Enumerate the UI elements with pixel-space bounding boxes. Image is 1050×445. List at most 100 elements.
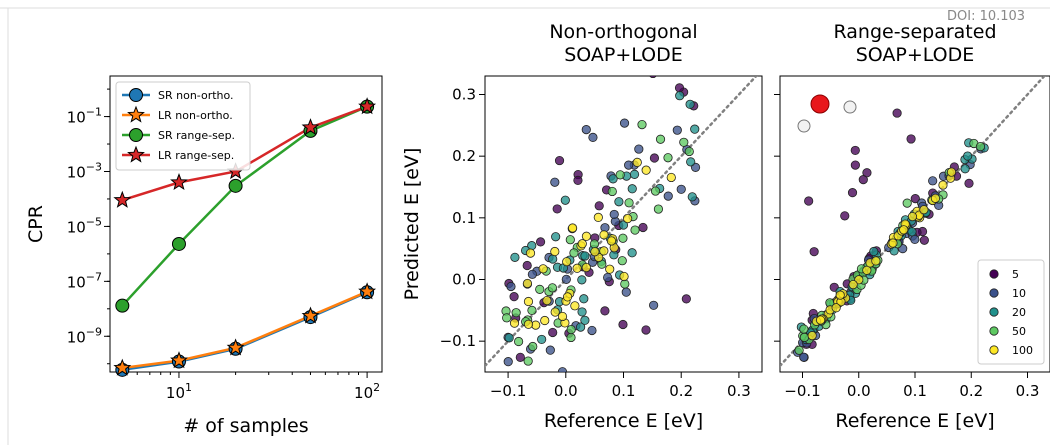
scatter-point xyxy=(579,294,589,304)
scatter-point xyxy=(577,307,587,317)
scatter-point xyxy=(619,271,629,282)
scatter-point xyxy=(513,47,521,55)
scatter-point xyxy=(888,238,898,248)
points-group xyxy=(780,48,1046,368)
x-tick-label: −0.1 xyxy=(490,382,526,400)
scatter-point xyxy=(562,292,573,302)
legend-label: LR non-ortho. xyxy=(158,109,233,122)
data-point xyxy=(228,178,243,193)
scatter-point xyxy=(514,336,524,347)
scatter-point xyxy=(804,196,814,206)
x-tick-label: 0.3 xyxy=(1016,382,1040,400)
scatter-point xyxy=(550,307,560,317)
scatter-point xyxy=(565,235,575,245)
scatter-point xyxy=(562,257,572,267)
scatter-point xyxy=(547,283,558,293)
legend-marker xyxy=(989,269,999,279)
scatter-point xyxy=(619,118,630,128)
scatter-point xyxy=(505,428,513,436)
scatter-point xyxy=(629,169,640,179)
scatter-point xyxy=(910,194,920,204)
scatter-point xyxy=(552,204,562,214)
scatter-point xyxy=(550,177,560,187)
scatter-point xyxy=(568,223,578,233)
scatter-point xyxy=(618,233,628,243)
scatter-point xyxy=(963,151,973,161)
data-point xyxy=(301,306,320,324)
scatter-point xyxy=(566,324,576,335)
scatter-point xyxy=(899,225,909,235)
series-line-0 xyxy=(122,291,368,372)
hydrogen-atom-icon xyxy=(843,100,857,114)
x-tick-label: 0.2 xyxy=(959,382,983,400)
scatter-point xyxy=(525,248,536,258)
y-tick-label: 10−3 xyxy=(67,160,102,181)
y-tick-label: 0.0 xyxy=(452,271,476,289)
scatter-point xyxy=(506,281,516,292)
scatter-point xyxy=(566,332,576,343)
scatter-point xyxy=(588,132,598,142)
scatter-point xyxy=(618,220,629,230)
scatter-point xyxy=(672,125,682,135)
scatter-point xyxy=(649,76,657,79)
scatter-point xyxy=(847,188,858,198)
scatter-point xyxy=(831,303,841,313)
scatter-point xyxy=(960,164,970,174)
scatter-point xyxy=(910,234,920,245)
scatter-point xyxy=(938,180,948,190)
scatter-point xyxy=(892,108,902,118)
scatter-point xyxy=(561,274,571,284)
scatter-point xyxy=(649,300,659,310)
scatter-point xyxy=(634,144,644,154)
x-tick-label: 101 xyxy=(166,381,192,402)
series-line-1 xyxy=(122,290,368,370)
scatter-point xyxy=(577,239,587,249)
scatter-point xyxy=(549,401,557,409)
scatter-point xyxy=(649,153,660,163)
scatter-point xyxy=(799,324,809,334)
scatter-point xyxy=(599,246,609,256)
scatter-point xyxy=(502,313,512,323)
scatter-point xyxy=(809,247,819,257)
scatter-point xyxy=(587,325,597,336)
scatter-point xyxy=(608,174,618,184)
scatter-point xyxy=(850,145,860,156)
scatter-point xyxy=(570,301,580,311)
scatter-point xyxy=(621,287,631,297)
scatter-point xyxy=(607,186,617,197)
legend-label: SR non-ortho. xyxy=(158,89,234,102)
scatter-point xyxy=(641,325,651,335)
data-point xyxy=(113,190,132,208)
scatter-point xyxy=(528,341,538,352)
scatter-point xyxy=(618,319,628,330)
scatter-point xyxy=(523,319,534,329)
scatter-point xyxy=(509,318,520,328)
scatter-point xyxy=(599,230,609,240)
scatter-point xyxy=(535,284,545,294)
scatter-point xyxy=(523,296,534,307)
data-point xyxy=(358,282,377,300)
scatter-point xyxy=(557,311,568,322)
scatter-point xyxy=(974,48,982,56)
x-tick-label: 0.0 xyxy=(554,382,578,400)
scatter-point xyxy=(624,198,634,208)
x-tick-label: 0.3 xyxy=(727,382,751,400)
cpr-line-chart: 101 102 10−9 10−7 10−5 10−3 10−1 # of samples CP… xyxy=(25,75,383,437)
scatter-point xyxy=(663,191,673,201)
legend-marker xyxy=(129,128,143,142)
scatter-point xyxy=(509,292,519,302)
scatter-point xyxy=(540,315,550,326)
scatter-point xyxy=(676,184,686,194)
scatter-point xyxy=(581,262,591,273)
y-tick-label: −0.1 xyxy=(440,332,476,350)
plot-frame xyxy=(109,75,383,373)
scatter-point xyxy=(666,172,676,183)
panel-title: Range-separated xyxy=(833,21,996,43)
scatter-point xyxy=(679,137,689,147)
scatter-point xyxy=(858,175,868,185)
data-point xyxy=(171,236,186,251)
scatter-point xyxy=(527,269,537,279)
scatter-point xyxy=(573,175,583,186)
scatter-point xyxy=(630,225,640,235)
